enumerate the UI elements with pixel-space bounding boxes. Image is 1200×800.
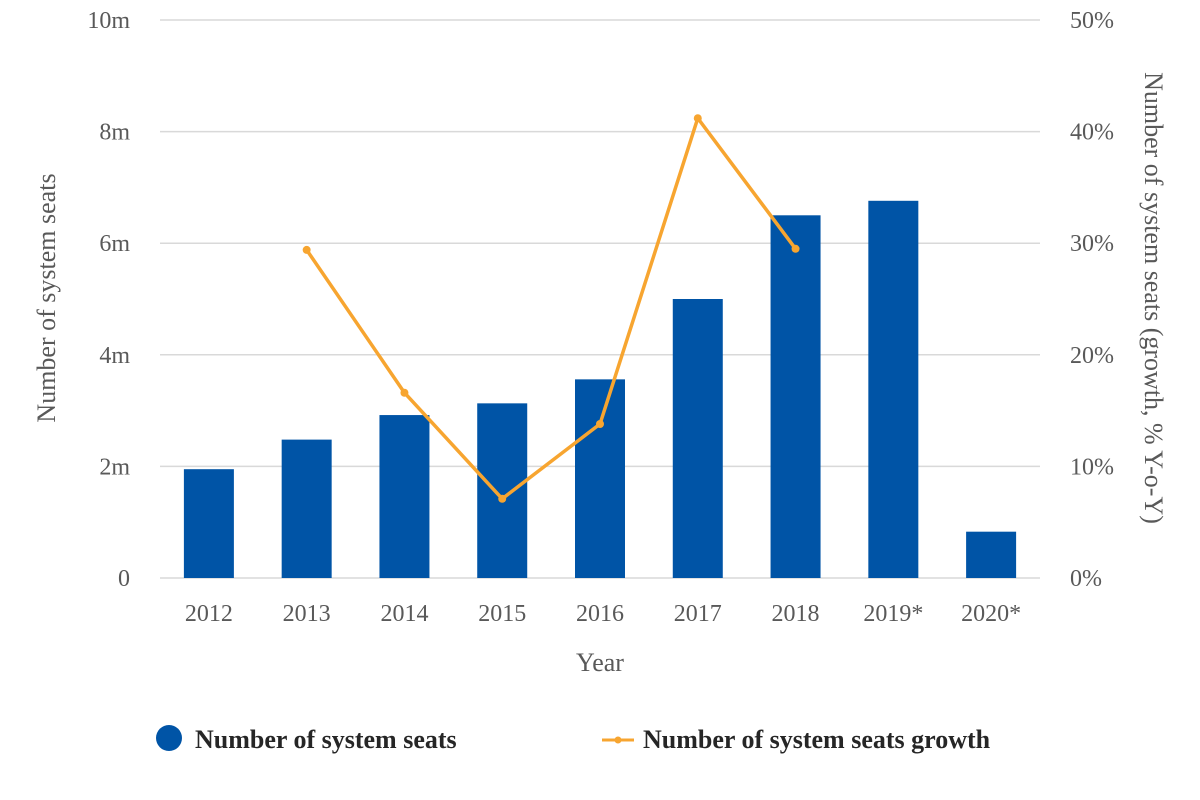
x-tick-label: 2019* (863, 601, 923, 627)
growth-line-series (302, 114, 800, 503)
y2-tick-label: 0% (1070, 566, 1102, 592)
x-tick-label: 2014 (380, 601, 428, 627)
y-tick-label: 8m (99, 120, 130, 146)
y2-tick-label: 30% (1070, 231, 1114, 257)
y2-axis-title: Number of system seats (growth, % Y-o-Y) (1139, 72, 1168, 524)
y-tick-label: 4m (99, 343, 130, 369)
legend-bar-label: Number of system seats (195, 725, 457, 754)
bar (966, 531, 1017, 578)
x-axis-ticks: 2012 2013 2014 2015 2016 2017 2018 2019* 2020* (185, 601, 1021, 627)
legend-line-label: Number of system seats growth (643, 725, 991, 754)
x-tick-label: 2018 (772, 601, 820, 627)
bar (281, 439, 332, 578)
growth-point (498, 494, 507, 503)
growth-point (302, 245, 311, 254)
bar (477, 403, 528, 578)
y2-tick-label: 50% (1070, 8, 1114, 34)
x-tick-label: 2015 (478, 601, 526, 627)
y-axis-title: Number of system seats (32, 173, 61, 422)
growth-line (305, 116, 797, 501)
legend: Number of system seats Number of system … (156, 725, 991, 754)
y2-tick-label: 10% (1070, 454, 1114, 480)
y-axis-ticks: 0 2m 4m 6m 8m 10m (87, 8, 130, 592)
x-tick-label: 2020* (961, 601, 1021, 627)
y-tick-label: 10m (87, 8, 130, 34)
x-tick-label: 2013 (283, 601, 331, 627)
x-axis-title: Year (576, 648, 624, 677)
legend-bar-marker (156, 725, 182, 751)
bar (183, 469, 234, 578)
y2-tick-label: 40% (1070, 120, 1114, 146)
bar-series (183, 200, 1017, 579)
growth-point (693, 114, 702, 123)
bar (770, 215, 821, 579)
y2-tick-label: 20% (1070, 343, 1114, 369)
growth-point (791, 244, 800, 253)
bar (672, 299, 723, 578)
bar (868, 200, 919, 579)
y-tick-label: 0 (118, 566, 130, 592)
x-tick-label: 2016 (576, 601, 624, 627)
x-tick-label: 2017 (674, 601, 722, 627)
y-tick-label: 6m (99, 231, 130, 257)
growth-point (596, 419, 604, 428)
y-tick-label: 2m (99, 454, 130, 480)
bar (575, 379, 625, 578)
x-tick-label: 2012 (185, 601, 233, 627)
growth-point (400, 388, 409, 397)
legend-line-dot (614, 736, 622, 744)
bar (379, 415, 430, 578)
y2-axis-ticks: 0% 10% 20% 30% 40% 50% (1070, 8, 1114, 592)
